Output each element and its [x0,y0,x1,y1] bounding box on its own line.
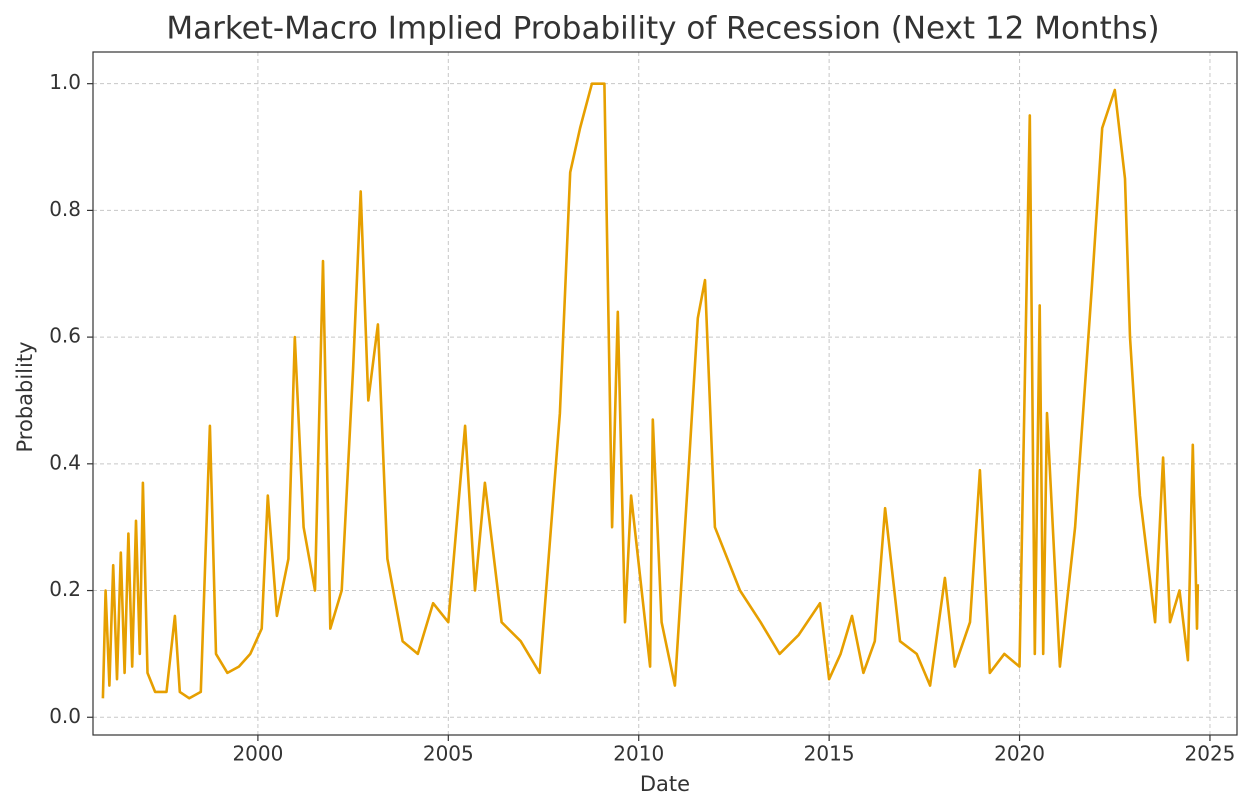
y-tick-label: 0.2 [49,577,81,601]
axes-frame [92,51,1238,736]
chart-title: Market-Macro Implied Probability of Rece… [166,11,1159,47]
line-series [101,82,1200,700]
plot-area [101,82,1200,700]
y-tick-label: 0.4 [49,450,81,474]
x-tick-label: 2025 [1185,742,1236,766]
x-tick-label: 2005 [423,742,474,766]
y-tick-label: 1.0 [49,70,81,94]
x-tick-label: 2000 [232,742,283,766]
y-axis-label: Probability [13,341,37,452]
x-tick-label: 2010 [613,742,664,766]
x-axis-label: Date [640,772,690,796]
y-tick-label: 0.8 [49,197,81,221]
y-tick-label: 0.0 [49,704,81,728]
x-tick-label: 2015 [804,742,855,766]
x-tick-label: 2020 [994,742,1045,766]
y-tick-label: 0.6 [49,324,81,348]
